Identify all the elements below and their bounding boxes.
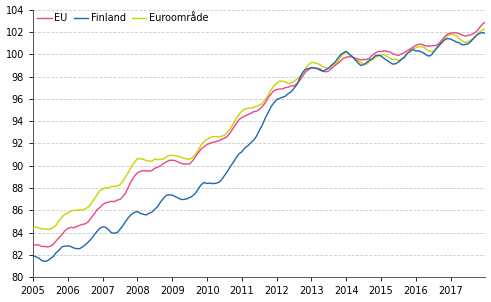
Euroområde [30, 226, 36, 230]
Line: Euroområde: Euroområde [33, 29, 486, 229]
EU [201, 145, 207, 149]
Euroområde [201, 140, 207, 143]
Euroområde [294, 77, 300, 81]
EU [294, 82, 300, 85]
EU [398, 52, 404, 56]
Finland [30, 254, 36, 258]
Euroområde [483, 27, 489, 31]
Finland [398, 58, 404, 61]
Euroområde [56, 219, 62, 222]
Finland [294, 83, 300, 86]
Euroområde [398, 58, 404, 61]
EU [45, 245, 51, 249]
Euroområde [45, 227, 51, 231]
EU [56, 236, 62, 239]
Legend: EU, Finland, Euroområde: EU, Finland, Euroområde [36, 12, 210, 24]
EU [48, 244, 54, 248]
Finland [56, 248, 62, 252]
EU [30, 244, 36, 247]
Finland [483, 31, 489, 35]
Line: Finland: Finland [33, 33, 486, 261]
EU [483, 20, 489, 24]
Finland [480, 31, 486, 34]
Euroområde [48, 227, 54, 231]
Finland [42, 259, 48, 263]
Line: EU: EU [33, 22, 486, 247]
Finland [48, 257, 54, 260]
Finland [201, 181, 207, 184]
EU [155, 165, 161, 169]
Euroområde [155, 158, 161, 162]
Finland [155, 205, 161, 208]
